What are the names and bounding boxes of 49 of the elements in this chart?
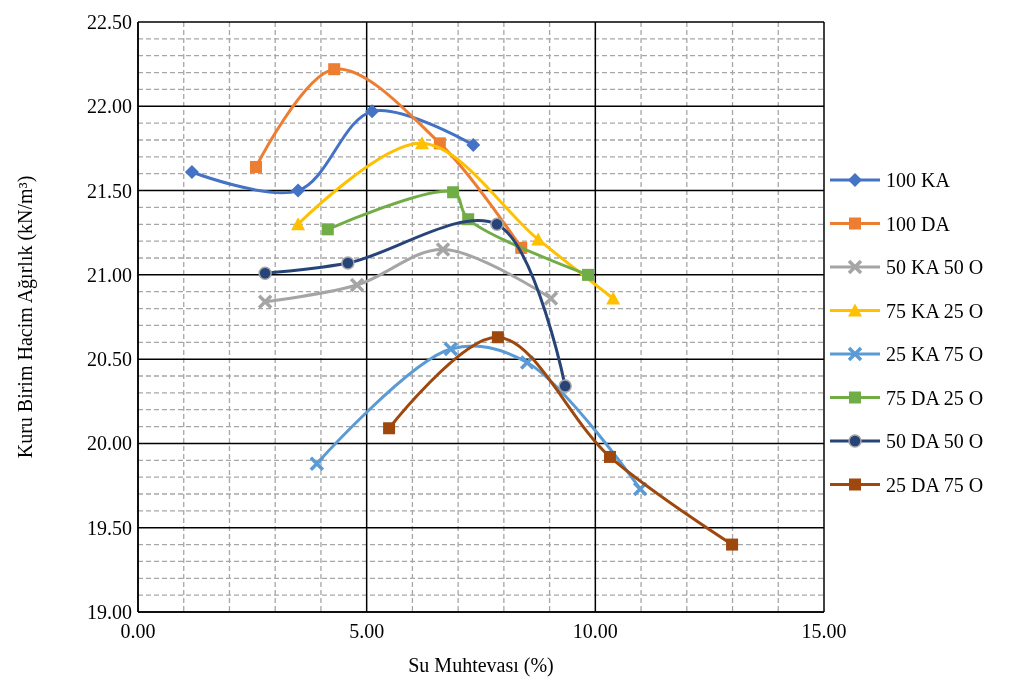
legend-label: 75 DA 25 O [886, 386, 984, 409]
y-tick-label: 21.50 [87, 179, 132, 202]
y-tick-label: 22.50 [87, 11, 132, 33]
point [328, 63, 341, 76]
legend-label: 100 KA [886, 169, 951, 191]
x-tick-label: 0.00 [120, 620, 156, 642]
point [466, 138, 481, 153]
point [435, 241, 451, 258]
point [258, 266, 272, 280]
point [603, 450, 616, 463]
point [490, 217, 504, 232]
y-tick-label: 20.50 [87, 348, 132, 371]
x-tick-label: 15.00 [801, 620, 847, 642]
point [321, 223, 334, 236]
point [443, 341, 459, 357]
y-tick-label: 21.00 [87, 263, 132, 286]
legend-label: 100 DA [886, 212, 951, 235]
x-axis-title: Su Muhtevası (%) [408, 654, 554, 677]
point [726, 538, 739, 551]
point [249, 160, 262, 173]
point [606, 291, 621, 305]
y-tick-label: 22.00 [87, 95, 132, 118]
legend-label: 25 DA 75 O [886, 473, 984, 496]
y-axis-title: Kuru Birim Hacim Ağırlık (kN/m³) [14, 175, 37, 459]
y-tick-label: 20.00 [87, 432, 132, 455]
point [184, 165, 199, 180]
point [257, 294, 273, 310]
point [531, 232, 546, 246]
point [447, 186, 460, 199]
point [291, 183, 306, 198]
point [491, 331, 504, 344]
legend-label: 50 KA 50 O [886, 256, 984, 278]
point [365, 104, 380, 119]
legend-label: 75 KA 25 O [886, 299, 984, 322]
point [415, 136, 429, 150]
x-tick-label: 5.00 [349, 620, 385, 642]
point [558, 379, 572, 393]
x-tick-label: 10.00 [572, 620, 618, 642]
point [309, 455, 325, 472]
point [582, 268, 595, 281]
point [349, 277, 365, 293]
legend-label: 50 DA 50 O [886, 430, 984, 452]
point [383, 422, 396, 435]
y-tick-label: 19.00 [87, 601, 132, 623]
point [341, 256, 355, 270]
y-tick-label: 19.50 [87, 516, 132, 539]
point [543, 290, 559, 307]
legend-label: 25 KA 75 O [886, 343, 984, 365]
point [291, 217, 306, 231]
